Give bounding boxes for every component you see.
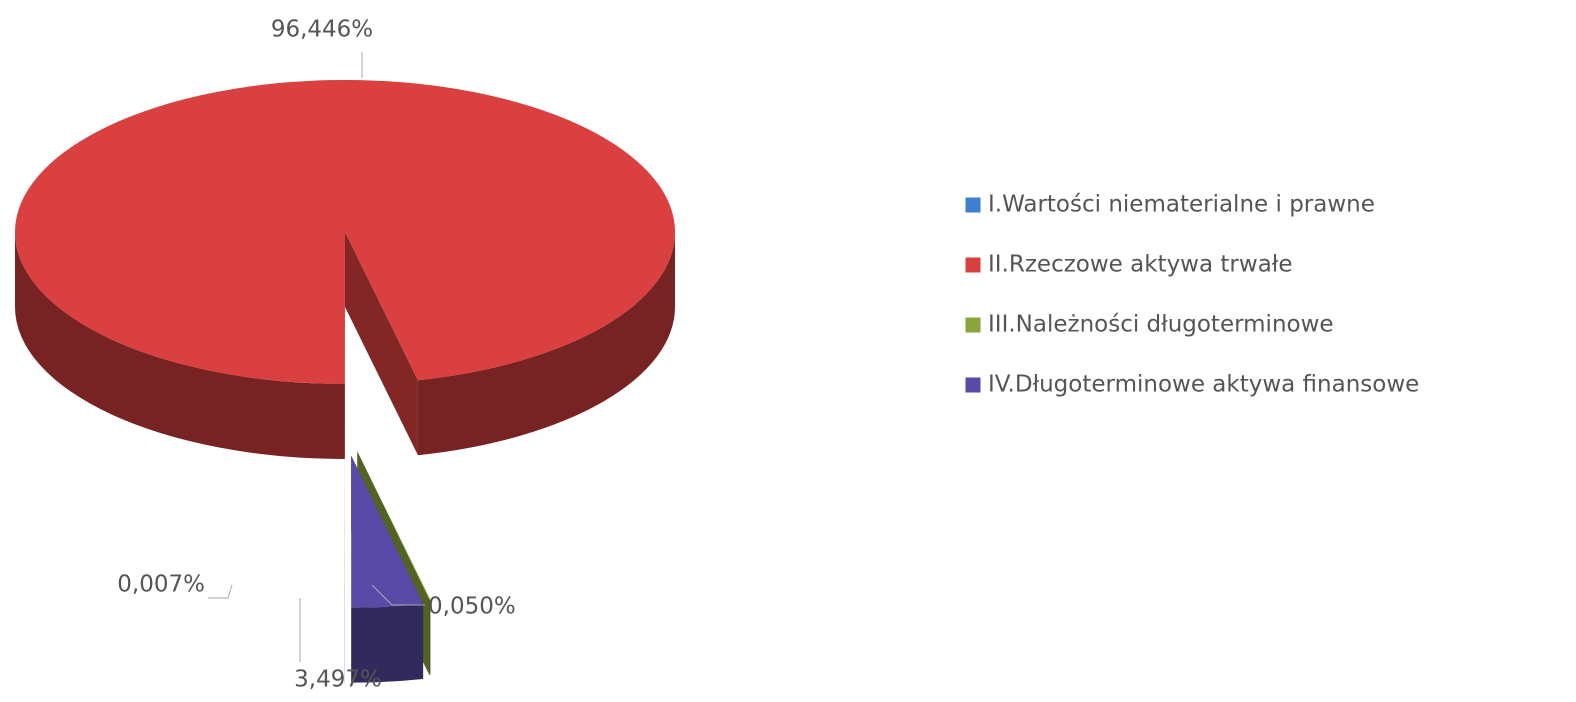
leader-line (208, 585, 232, 598)
legend-label: III.Należności długoterminowe (988, 312, 1334, 338)
data-label: 0,007% (117, 572, 205, 598)
data-label: 3,497% (294, 667, 382, 693)
legend-label: I.Wartości niematerialne i prawne (988, 192, 1375, 218)
legend-marker (965, 377, 981, 393)
slice-top (15, 80, 675, 384)
legend-marker (965, 317, 981, 333)
slice-top (351, 456, 423, 608)
data-label: 0,050% (428, 594, 516, 620)
legend-label: IV.Długoterminowe aktywa finansowe (988, 372, 1419, 398)
data-label: 96,446% (271, 17, 373, 43)
legend-marker (965, 257, 981, 273)
legend-label: II.Rzeczowe aktywa trwałe (988, 252, 1292, 278)
legend-marker (965, 197, 981, 213)
